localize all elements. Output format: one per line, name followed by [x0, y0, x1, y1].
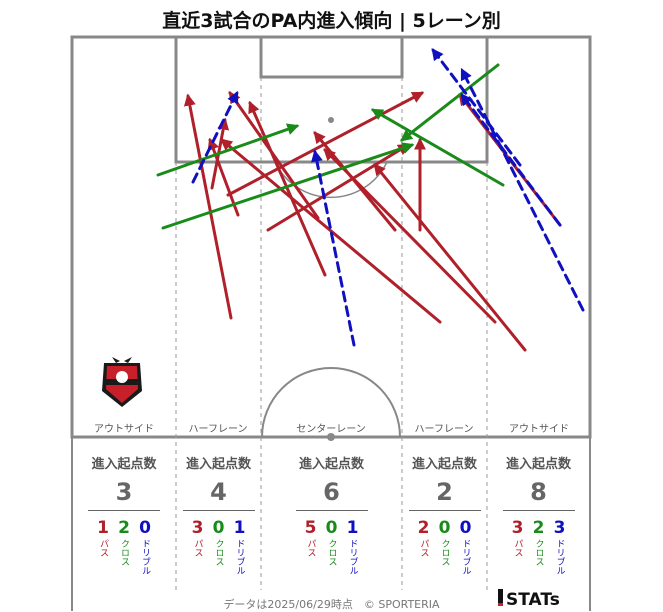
center-circle-arc [261, 367, 401, 438]
lane-rule [295, 510, 368, 511]
stats-logo: STATs [498, 589, 560, 610]
dribble-label: ドリブル [347, 539, 358, 575]
pitch-lines [70, 35, 592, 439]
penalty-arc [274, 161, 388, 199]
lane-label-outside-right: アウトサイド [509, 423, 569, 435]
lane-label-halfspace-left: ハーフレーン [189, 424, 248, 435]
lane-rule [408, 510, 481, 511]
dribble-arrow-20 [460, 67, 585, 312]
lane-total: 2 [436, 478, 453, 506]
lane-stats-halfspace-left: 進入起点数 4 3 パス 0 クロス 1 ドリブル [176, 450, 261, 590]
lane-stats-center: 進入起点数 6 5 パス 0 クロス 1 ドリブル [261, 450, 402, 590]
lane-rule [502, 510, 575, 511]
brand-name: STATs [506, 590, 560, 610]
lane-rule [182, 510, 255, 511]
lane-breakdown: 1 パス 2 クロス 0 ドリブル [72, 518, 176, 576]
dribble-label: ドリブル [234, 539, 245, 575]
pass-arrow-5 [228, 91, 320, 220]
lane-total: 8 [530, 478, 547, 506]
pass-label: パス [418, 539, 429, 557]
pass-count: 2 [417, 518, 430, 538]
dribble-label: ドリブル [554, 539, 565, 575]
consadole-sapporo-crest-icon [102, 357, 142, 407]
cross-label: クロス [326, 539, 337, 566]
penalty-spot [328, 117, 334, 123]
pass-label: パス [305, 539, 316, 557]
lane-dividers [175, 77, 488, 590]
dribble-arrow-18 [191, 90, 239, 184]
pass-arrow-9 [373, 163, 527, 352]
cross-label: クロス [119, 539, 129, 566]
lane-breakdown: 2 パス 0 クロス 0 ドリブル [402, 518, 487, 576]
lane-total: 3 [115, 478, 133, 506]
dribble-count: 1 [233, 518, 246, 538]
cross-count: 0 [325, 518, 338, 538]
dribble-arrow-21 [431, 48, 522, 167]
pass-arrow-10 [226, 91, 425, 197]
pass-arrow-1 [183, 93, 233, 320]
penalty-area [174, 35, 489, 164]
pass-label: パス [192, 539, 203, 557]
cross-arrow-14 [156, 123, 300, 177]
cross-label: クロス [213, 539, 224, 566]
lane-header: 進入起点数 [91, 457, 157, 472]
dribble-count: 1 [346, 518, 359, 538]
lane-rule [88, 510, 160, 511]
goal-area [259, 35, 404, 79]
cross-arrow-16 [400, 63, 500, 142]
dribble-label: ドリブル [460, 539, 471, 575]
cross-count: 0 [212, 518, 225, 538]
lane-header: 進入起点数 [185, 457, 251, 472]
cross-count: 2 [118, 518, 130, 538]
footer-note: データは2025/06/29時点 © SPORTERIA [223, 598, 440, 611]
lower-boundary [71, 437, 591, 611]
dribble-arrow-19 [311, 149, 356, 347]
lane-breakdown: 3 パス 2 クロス 3 ドリブル [487, 518, 590, 576]
lane-total: 6 [323, 478, 340, 506]
cross-label: クロス [439, 539, 450, 566]
lane-label-outside-left: アウトサイド [94, 423, 154, 435]
cross-arrow-15 [161, 142, 415, 230]
dribble-arrow-22 [460, 93, 562, 227]
lane-stats-outside-right: 進入起点数 8 3 パス 2 クロス 3 ドリブル [487, 450, 590, 590]
dribble-count: 0 [459, 518, 472, 538]
lane-stats-halfspace-right: 進入起点数 2 2 パス 0 クロス 0 ドリブル [402, 450, 487, 590]
dribble-label: ドリブル [140, 539, 150, 575]
lane-header: 進入起点数 [505, 457, 571, 472]
pass-arrow-2 [207, 137, 240, 217]
lane-breakdown: 3 パス 0 クロス 1 ドリブル [176, 518, 261, 576]
cross-arrow-17 [370, 108, 505, 187]
chart-title: 直近3試合のPA内進入傾向 | 5レーン別 [162, 10, 501, 32]
pass-count: 3 [191, 518, 204, 538]
lane-header: 進入起点数 [298, 457, 364, 472]
cross-count: 2 [532, 518, 545, 538]
entry-arrows [156, 48, 585, 352]
dribble-count: 3 [553, 518, 566, 538]
cross-count: 0 [438, 518, 451, 538]
cross-label: クロス [533, 539, 544, 566]
lane-label-center: センターレーン [296, 423, 366, 435]
stats-logo-icon [498, 589, 503, 606]
pass-arrow-4 [248, 100, 327, 277]
pass-label: パス [512, 539, 523, 557]
lane-header: 進入起点数 [411, 457, 477, 472]
lane-label-halfspace-right: ハーフレーン [415, 424, 474, 435]
pass-label: パス [98, 539, 108, 557]
dribble-count: 0 [139, 518, 151, 538]
pass-count: 5 [304, 518, 317, 538]
pass-count: 3 [511, 518, 524, 538]
lane-stats-outside-left: 進入起点数 3 1 パス 2 クロス 0 ドリブル [72, 450, 176, 590]
lane-breakdown: 5 パス 0 クロス 1 ドリブル [261, 518, 402, 576]
pass-arrow-6 [220, 138, 442, 324]
lane-total: 4 [210, 478, 227, 506]
pass-count: 1 [97, 518, 109, 538]
pass-arrow-11 [266, 143, 411, 232]
